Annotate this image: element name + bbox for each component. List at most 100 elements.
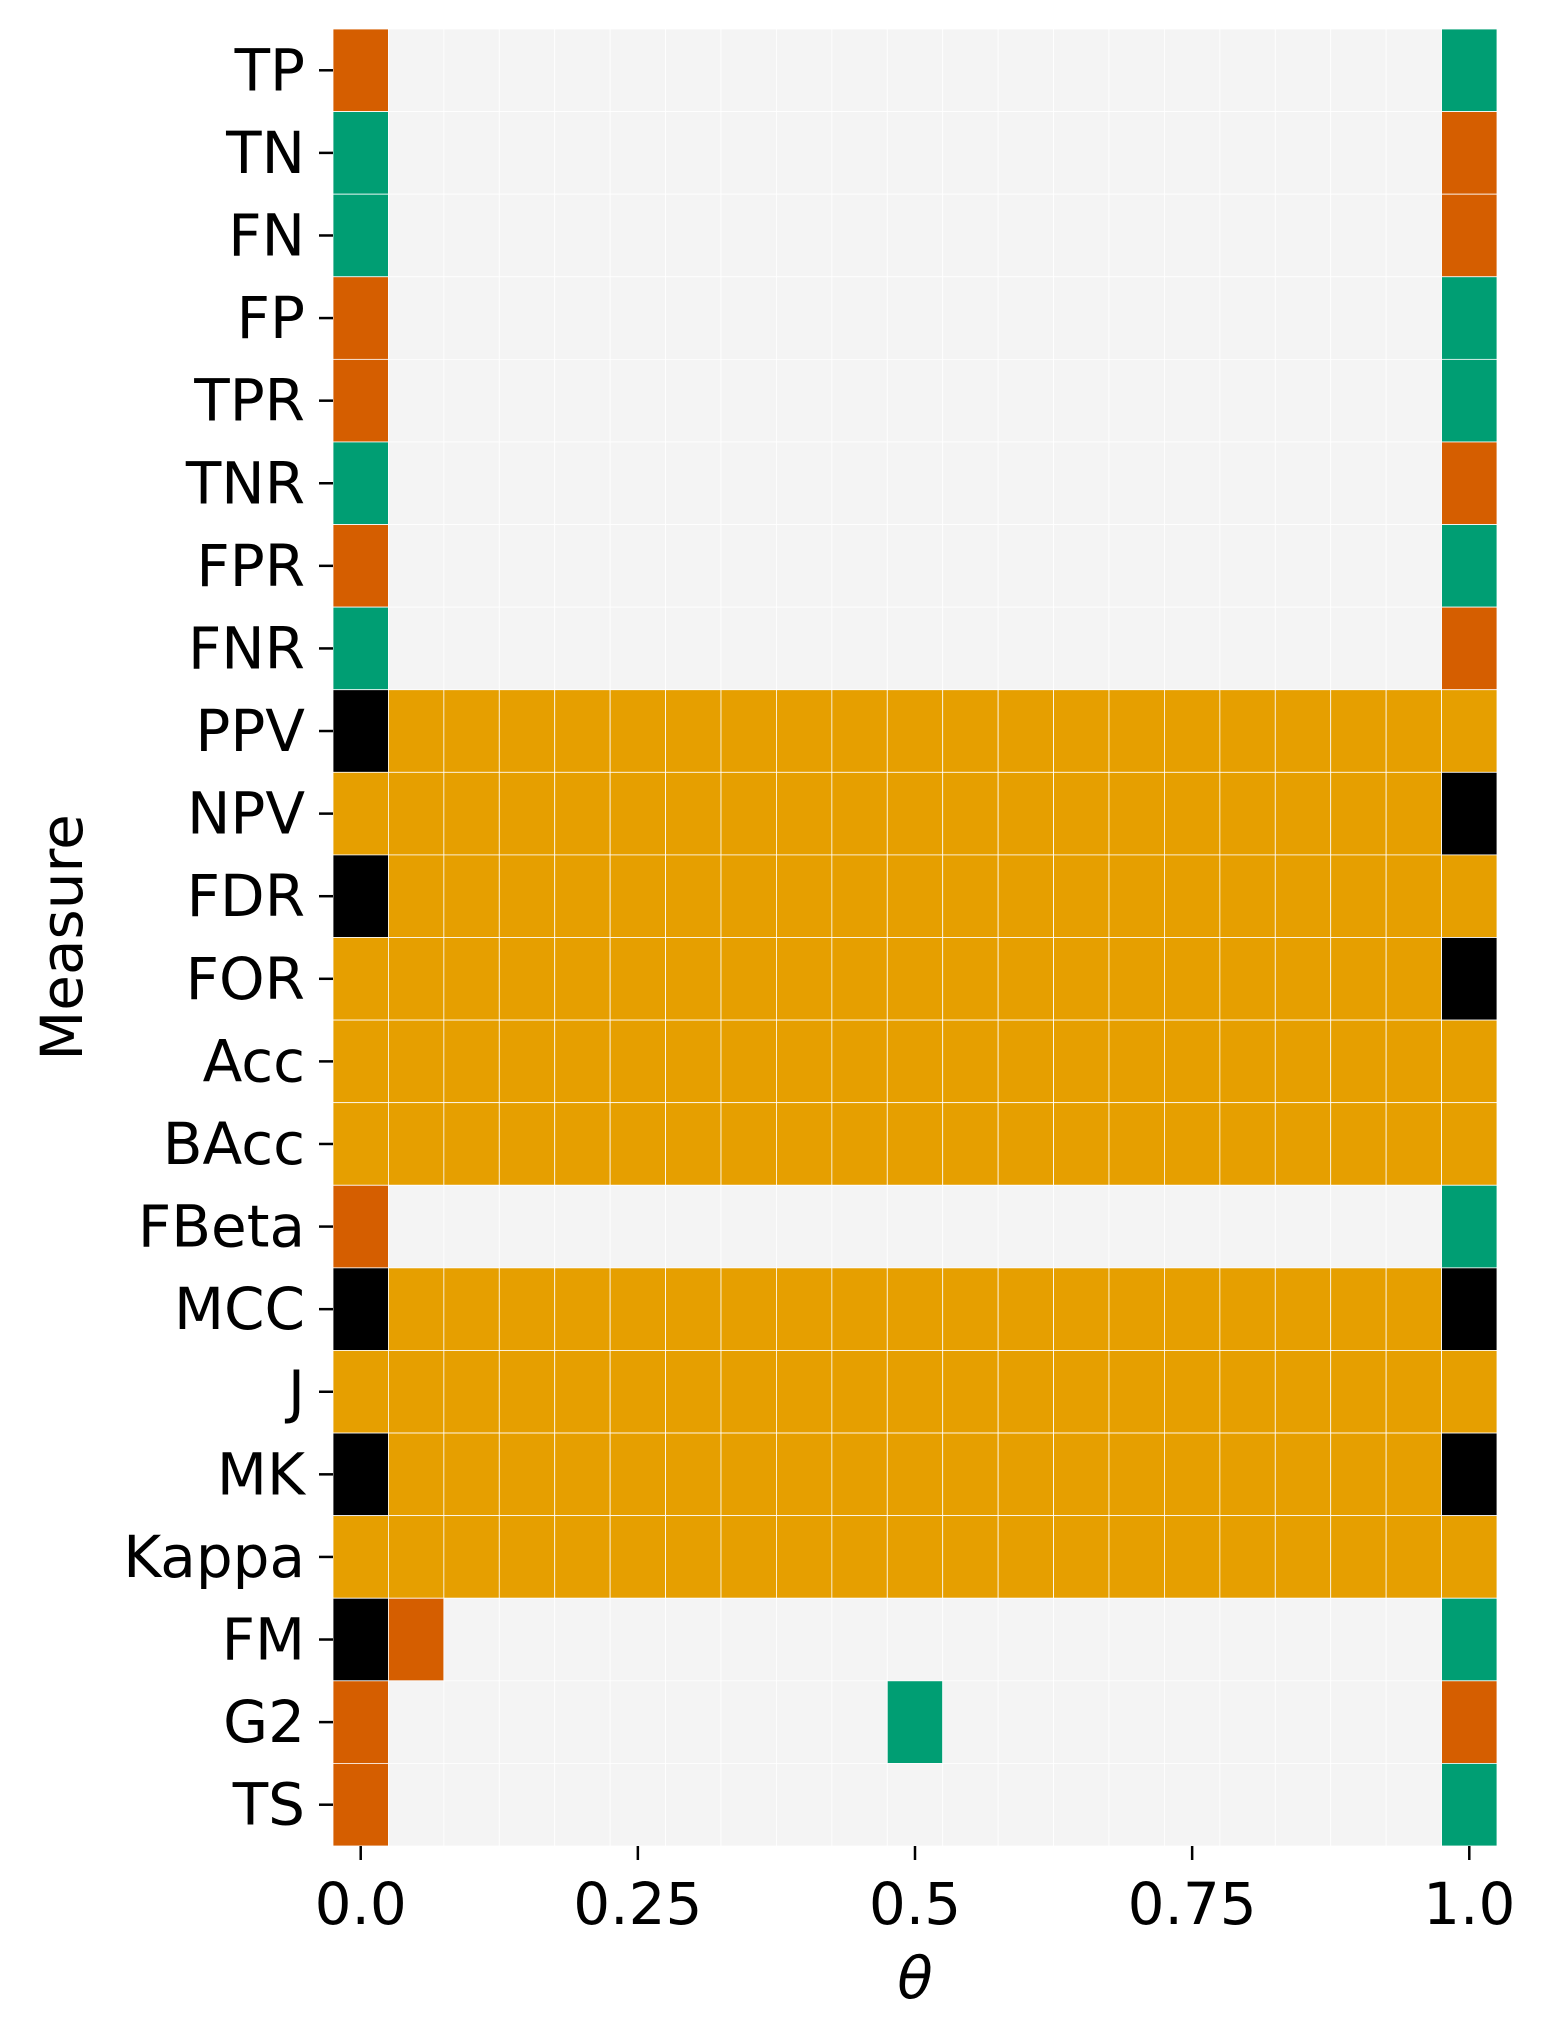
heatmap-cell-kappa-19 xyxy=(1385,1515,1442,1599)
heatmap-cell-for-8 xyxy=(776,937,833,1021)
heatmap-cell-tnr-1 xyxy=(388,441,445,525)
heatmap-cell-mcc-15 xyxy=(1164,1267,1221,1351)
heatmap-cell-fbeta-16 xyxy=(1219,1184,1276,1269)
heatmap-cell-acc-4 xyxy=(554,1019,611,1104)
heatmap-cell-fnr-1 xyxy=(388,606,445,691)
heatmap-cell-for-15 xyxy=(1164,937,1221,1021)
heatmap-cell-fp-10 xyxy=(886,276,944,360)
heatmap-cell-fm-15 xyxy=(1164,1597,1221,1682)
heatmap-cell-fnr-19 xyxy=(1385,606,1442,691)
heatmap-cell-mcc-17 xyxy=(1274,1267,1332,1351)
heatmap-cell-fm-20 xyxy=(1441,1597,1498,1682)
heatmap-cell-mk-16 xyxy=(1219,1432,1276,1517)
heatmap-cell-ts-2 xyxy=(443,1763,500,1847)
heatmap-cell-fdr-19 xyxy=(1385,854,1442,938)
heatmap-cell-fm-3 xyxy=(498,1597,556,1682)
heatmap-cell-mk-12 xyxy=(997,1432,1054,1517)
heatmap-cell-mcc-12 xyxy=(997,1267,1054,1351)
heatmap-cell-fnr-7 xyxy=(720,606,777,691)
heatmap-cell-j-7 xyxy=(720,1350,777,1434)
heatmap-cell-fm-10 xyxy=(886,1597,944,1682)
ytick-label-mk: MK xyxy=(217,1440,307,1508)
ytick-label-kappa: Kappa xyxy=(123,1523,305,1591)
heatmap-cell-npv-0 xyxy=(332,771,389,856)
heatmap-cell-tpr-13 xyxy=(1053,358,1110,443)
heatmap-cell-fp-0 xyxy=(332,276,389,360)
heatmap-cell-fp-16 xyxy=(1219,276,1276,360)
heatmap-cell-fn-12 xyxy=(997,193,1054,278)
heatmap-cell-fn-6 xyxy=(665,193,722,278)
heatmap-cell-fdr-1 xyxy=(388,854,445,938)
x-axis-ticks: 0.0 0.25 0.5 0.75 1.0 xyxy=(315,1846,1515,1938)
heatmap-cell-fm-7 xyxy=(720,1597,777,1682)
heatmap-cell-npv-8 xyxy=(776,771,833,856)
heatmap-cell-g2-11 xyxy=(942,1680,999,1764)
heatmap-cell-tp-3 xyxy=(498,28,556,112)
heatmap-cell-tpr-4 xyxy=(554,358,611,443)
heatmap-cell-tpr-8 xyxy=(776,358,833,443)
heatmap-cell-mk-14 xyxy=(1108,1432,1165,1517)
heatmap-cell-fm-14 xyxy=(1108,1597,1165,1682)
heatmap-cell-npv-3 xyxy=(498,771,556,856)
heatmap-cell-fn-4 xyxy=(554,193,611,278)
heatmap-cell-acc-3 xyxy=(498,1019,556,1104)
heatmap-cell-mcc-5 xyxy=(609,1267,666,1351)
heatmap-cell-tp-2 xyxy=(443,28,500,112)
heatmap-cell-acc-20 xyxy=(1441,1019,1498,1104)
ytick-label-acc: Acc xyxy=(203,1027,305,1095)
heatmap-cell-for-10 xyxy=(886,937,944,1021)
heatmap-cell-g2-1 xyxy=(388,1680,445,1764)
heatmap-cell-tnr-15 xyxy=(1164,441,1221,525)
heatmap-cell-tpr-3 xyxy=(498,358,556,443)
heatmap-cell-bacc-18 xyxy=(1330,1102,1387,1186)
heatmap-cell-tn-12 xyxy=(997,111,1054,195)
heatmap-cell-tp-13 xyxy=(1053,28,1110,112)
heatmap-cell-for-14 xyxy=(1108,937,1165,1021)
heatmap-cell-tpr-15 xyxy=(1164,358,1221,443)
heatmap-cell-bacc-8 xyxy=(776,1102,833,1186)
heatmap-cell-mcc-1 xyxy=(388,1267,445,1351)
heatmap-cell-for-13 xyxy=(1053,937,1110,1021)
heatmap-cell-bacc-7 xyxy=(720,1102,777,1186)
heatmap-cell-tn-6 xyxy=(665,111,722,195)
heatmap-cell-mk-13 xyxy=(1053,1432,1110,1517)
heatmap-cell-g2-15 xyxy=(1164,1680,1221,1764)
heatmap-cells xyxy=(332,28,1498,1847)
heatmap-cell-fn-5 xyxy=(609,193,666,278)
heatmap-cell-mcc-20 xyxy=(1441,1267,1498,1351)
heatmap-cell-tp-10 xyxy=(886,28,944,112)
heatmap-cell-fp-13 xyxy=(1053,276,1110,360)
heatmap-cell-tn-14 xyxy=(1108,111,1165,195)
heatmap-cell-for-1 xyxy=(388,937,445,1021)
heatmap-cell-fdr-8 xyxy=(776,854,833,938)
heatmap-cell-fpr-18 xyxy=(1330,524,1387,608)
heatmap-cell-fn-2 xyxy=(443,193,500,278)
heatmap-cell-fp-6 xyxy=(665,276,722,360)
heatmap-cell-fm-16 xyxy=(1219,1597,1276,1682)
heatmap-cell-npv-12 xyxy=(997,771,1054,856)
heatmap-cell-ppv-9 xyxy=(831,689,888,773)
heatmap-cell-tp-11 xyxy=(942,28,999,112)
heatmap-cell-tn-10 xyxy=(886,111,944,195)
heatmap-cell-fbeta-17 xyxy=(1274,1184,1332,1269)
heatmap-cell-ppv-14 xyxy=(1108,689,1165,773)
heatmap-cell-bacc-4 xyxy=(554,1102,611,1186)
heatmap-cell-kappa-2 xyxy=(443,1515,500,1599)
heatmap-cell-fdr-9 xyxy=(831,854,888,938)
heatmap-cell-fp-14 xyxy=(1108,276,1165,360)
heatmap-cell-bacc-2 xyxy=(443,1102,500,1186)
heatmap-cell-mk-15 xyxy=(1164,1432,1221,1517)
y-axis-label: Measure xyxy=(28,814,96,1061)
heatmap-cell-g2-2 xyxy=(443,1680,500,1764)
heatmap-cell-fdr-7 xyxy=(720,854,777,938)
heatmap-cell-fnr-16 xyxy=(1219,606,1276,691)
heatmap-cell-j-20 xyxy=(1441,1350,1498,1434)
heatmap-cell-fdr-2 xyxy=(443,854,500,938)
heatmap-cell-mk-1 xyxy=(388,1432,445,1517)
heatmap-cell-fpr-11 xyxy=(942,524,999,608)
heatmap-cell-ts-10 xyxy=(886,1763,944,1847)
heatmap-cell-for-20 xyxy=(1441,937,1498,1021)
heatmap-cell-mcc-10 xyxy=(886,1267,944,1351)
heatmap-cell-fbeta-2 xyxy=(443,1184,500,1269)
heatmap-cell-tp-14 xyxy=(1108,28,1165,112)
